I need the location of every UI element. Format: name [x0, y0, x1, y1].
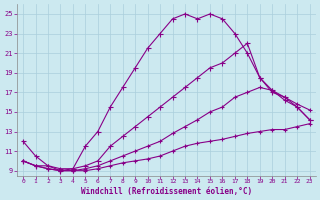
X-axis label: Windchill (Refroidissement éolien,°C): Windchill (Refroidissement éolien,°C): [81, 187, 252, 196]
